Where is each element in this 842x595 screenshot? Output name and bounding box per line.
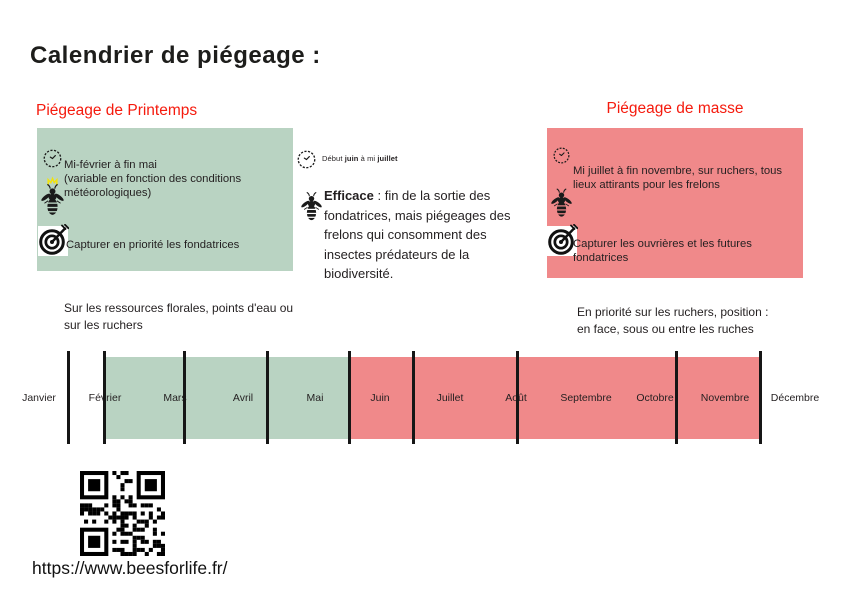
timeline-month-octobre: Octobre xyxy=(636,392,674,404)
hornet-icon xyxy=(551,186,572,219)
mass-period-text: Mi juillet à fin novembre, sur ruchers, … xyxy=(573,165,783,191)
mass-goal-text: Capturer les ouvrières et les futures fo… xyxy=(573,238,752,264)
timeline-month-mai: Mai xyxy=(306,392,324,404)
spring-box: Mi-février à fin mai (variable en foncti… xyxy=(37,128,293,271)
timeline-tick xyxy=(515,351,519,444)
clock-icon xyxy=(553,147,570,164)
mass-box: Mi juillet à fin novembre, sur ruchers, … xyxy=(547,128,803,278)
mass-trapping-span xyxy=(349,357,760,439)
clock-icon xyxy=(297,150,316,169)
timeline-month-septembre: Septembre xyxy=(560,392,612,404)
spring-period-text: Mi-février à fin mai (variable en foncti… xyxy=(64,159,242,199)
timeline-month-avril: Avril xyxy=(232,392,254,404)
timeline-tick xyxy=(347,351,351,444)
timeline-tick xyxy=(758,351,762,444)
spring-trapping-span xyxy=(104,357,349,439)
timeline-tick xyxy=(411,351,415,444)
target-icon xyxy=(38,224,69,257)
website-url[interactable]: https://www.beesforlife.fr/ xyxy=(32,558,228,578)
timeline-month-juillet: Juillet xyxy=(436,392,464,404)
timeline-month-juin: Juin xyxy=(370,392,390,404)
timeline-tick xyxy=(102,351,106,444)
timeline-month-mars: Mars xyxy=(163,392,187,404)
clock-icon xyxy=(43,149,62,168)
timeline-month-novembre: Novembre xyxy=(700,392,750,404)
interim-efficacy-paragraph: Efficace : fin de la sortie des fondatri… xyxy=(324,188,511,281)
timeline: JanvierFévrierMarsAvrilMaiJuinJuilletAoû… xyxy=(0,351,842,444)
efficace-label: Efficace xyxy=(324,188,374,203)
timeline-tick xyxy=(66,351,70,444)
timeline-month-janvier: Janvier xyxy=(22,392,56,404)
timeline-month-décembre: Décembre xyxy=(770,392,820,404)
qr-code xyxy=(80,471,165,556)
spring-location-note: Sur les ressources florales, points d'ea… xyxy=(64,301,294,332)
timeline-tick xyxy=(674,351,678,444)
mass-section-heading: Piégeage de masse xyxy=(606,100,744,117)
queen-hornet-icon xyxy=(41,176,64,218)
page-title: Calendrier de piégeage : xyxy=(30,42,321,69)
interim-period-text: Début juin à mi juillet xyxy=(322,154,398,163)
mass-location-note: En priorité sur les ruchers, position : … xyxy=(577,305,769,336)
hornet-icon xyxy=(301,189,322,223)
timeline-tick xyxy=(182,351,186,444)
spring-section-heading: Piégeage de Printemps xyxy=(36,102,198,119)
timeline-tick xyxy=(265,351,269,444)
spring-goal-text: Capturer en priorité les fondatrices xyxy=(66,239,240,251)
